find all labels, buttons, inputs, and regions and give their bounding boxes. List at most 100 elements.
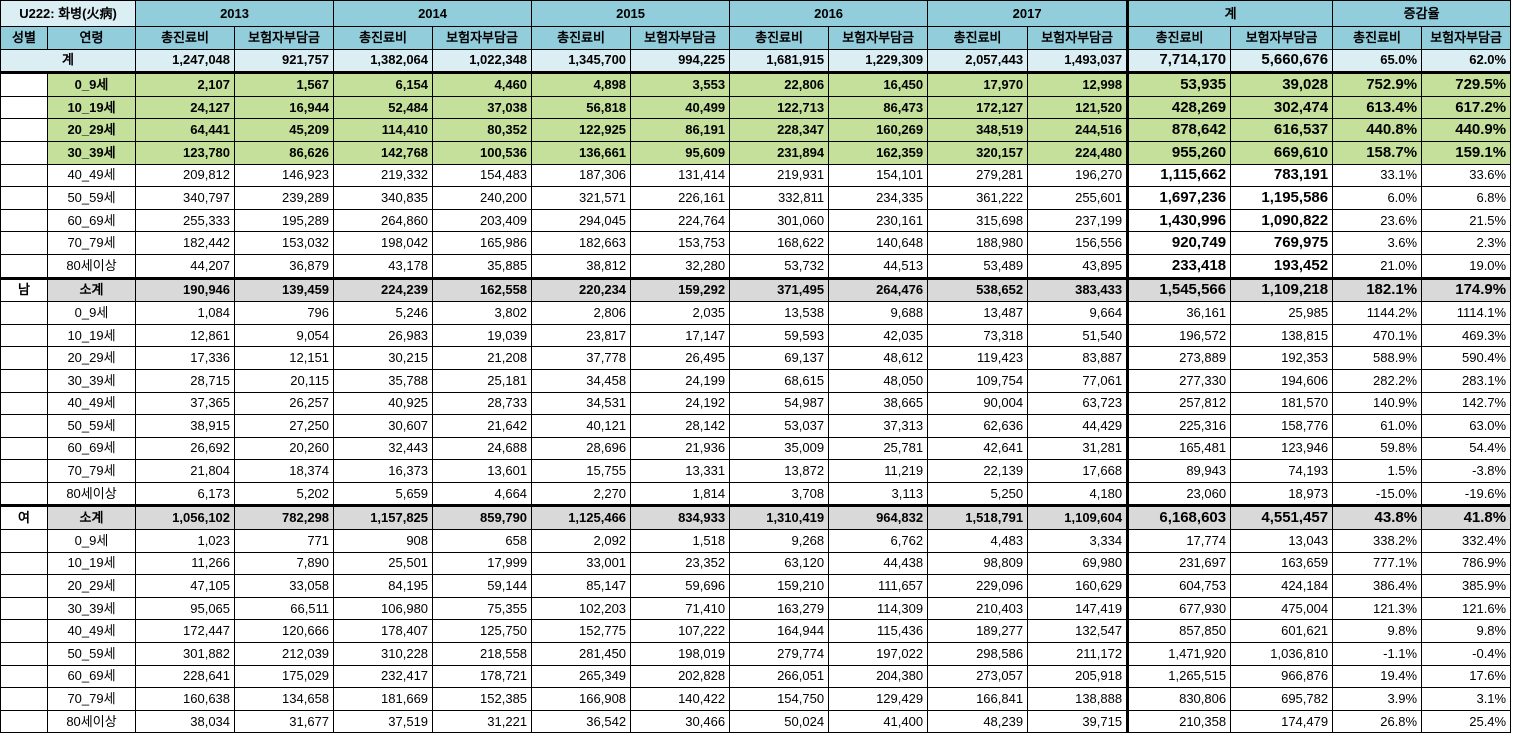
age-cell: 70_79세 xyxy=(46,459,137,483)
table-row: 10_19세 11,266 7,890 25,501 17,999 33,001 23,35… xyxy=(0,551,1512,576)
table-cell: 86,473 xyxy=(828,95,929,120)
table-cell: 224,764 xyxy=(630,208,731,233)
table-cell: 132,547 xyxy=(1027,619,1129,644)
table-cell: 3.9% xyxy=(1332,687,1423,711)
total-cost-header: 총진료비 xyxy=(333,26,434,50)
table-row: 40_49세 172,447 120,666 178,407 125,750 152,77… xyxy=(0,619,1512,644)
table-cell: 1,036,810 xyxy=(1230,642,1334,666)
table-cell: 440.9% xyxy=(1421,118,1512,142)
total-header: 계 xyxy=(1126,0,1334,27)
table-cell: 7,714,170 xyxy=(1126,48,1232,75)
table-row: 10_19세 24,127 16,944 52,484 37,038 56,818 40,4… xyxy=(0,95,1512,120)
table-cell: 140,422 xyxy=(630,687,731,711)
age-cell: 40_49세 xyxy=(46,619,137,644)
table-cell: 138,888 xyxy=(1027,687,1129,711)
table-cell: 42,035 xyxy=(828,323,929,348)
table-cell: 174,479 xyxy=(1230,709,1334,734)
table-cell: 31,221 xyxy=(432,709,533,734)
table-cell: 121.6% xyxy=(1421,596,1512,621)
table-cell: 2,107 xyxy=(135,72,236,97)
table-cell: 136,661 xyxy=(531,140,632,165)
table-cell: 11,219 xyxy=(828,459,929,483)
age-cell: 70_79세 xyxy=(46,231,137,255)
total-cost-header: 총진료비 xyxy=(1332,26,1423,50)
table-cell: 21,642 xyxy=(432,414,533,438)
table-cell: 111,657 xyxy=(828,574,929,598)
table-cell: 44,429 xyxy=(1027,414,1129,438)
sex-cell xyxy=(0,368,48,393)
table-cell: 106,980 xyxy=(333,596,434,621)
table-row: 0_9세 1,084 796 5,246 3,802 2,806 2,035 13,538 9,… xyxy=(0,301,1512,325)
table-cell: 19,039 xyxy=(432,323,533,348)
table-cell: 197,022 xyxy=(828,642,929,666)
table-cell: 36,879 xyxy=(234,253,335,279)
table-cell: 140.9% xyxy=(1332,391,1423,416)
table-cell: 165,481 xyxy=(1126,436,1232,461)
table-cell: 26,495 xyxy=(630,346,731,370)
table-cell: 33,001 xyxy=(531,551,632,576)
table-row: 50_59세 340,797 239,289 340,835 240,200 321,57… xyxy=(0,186,1512,210)
grand-total-row: 계 1,247,048 921,757 1,382,064 1,022,348 1,345… xyxy=(0,48,1512,75)
table-cell: 34,531 xyxy=(531,391,632,416)
table-cell: 277,330 xyxy=(1126,368,1232,393)
table-cell: 43,895 xyxy=(1027,253,1129,279)
table-cell: 15,755 xyxy=(531,459,632,483)
sex-cell xyxy=(0,163,48,188)
table-cell: 9,664 xyxy=(1027,301,1129,325)
table-cell: 162,359 xyxy=(828,140,929,165)
table-cell: 385.9% xyxy=(1421,574,1512,598)
table-cell: 294,045 xyxy=(531,208,632,233)
table-cell: 613.4% xyxy=(1332,95,1423,120)
table-cell: 48,050 xyxy=(828,368,929,393)
table-cell: 202,828 xyxy=(630,664,731,689)
table-cell: 2,057,443 xyxy=(927,48,1029,75)
table-cell: 37,519 xyxy=(333,709,434,734)
table-cell: 38,915 xyxy=(135,414,236,438)
table-cell: 121,520 xyxy=(1027,95,1129,120)
table-cell: 13,872 xyxy=(729,459,830,483)
table-cell: 30,466 xyxy=(630,709,731,734)
table-cell: 210,358 xyxy=(1126,709,1232,734)
table-cell: 1,697,236 xyxy=(1126,186,1232,210)
year-header-2016: 2016 xyxy=(729,0,929,27)
table-cell: 212,039 xyxy=(234,642,335,666)
change-rate-header: 증감율 xyxy=(1332,0,1512,27)
table-cell: 38,812 xyxy=(531,253,632,279)
table-cell: 102,203 xyxy=(531,596,632,621)
table-cell: 1,545,566 xyxy=(1126,276,1232,303)
table-cell: 1,109,218 xyxy=(1230,276,1334,303)
table-cell: 279,281 xyxy=(927,163,1029,188)
table-cell: 147,419 xyxy=(1027,596,1129,621)
table-cell: 264,860 xyxy=(333,208,434,233)
table-cell: 174.9% xyxy=(1421,276,1512,303)
age-cell: 30_39세 xyxy=(46,596,137,621)
table-cell: 24,127 xyxy=(135,95,236,120)
table-cell: 302,474 xyxy=(1230,95,1334,120)
sex-cell xyxy=(0,459,48,483)
table-row: 70_79세 182,442 153,032 198,042 165,986 182,66… xyxy=(0,231,1512,255)
sex-cell xyxy=(0,208,48,233)
table-cell: 830,806 xyxy=(1126,687,1232,711)
table-cell: 338.2% xyxy=(1332,529,1423,553)
table-cell: 154,483 xyxy=(432,163,533,188)
table-cell: 231,697 xyxy=(1126,551,1232,576)
table-row: 80세이상 44,207 36,879 43,178 35,885 38,812 32,28… xyxy=(0,253,1512,279)
table-cell: 26.8% xyxy=(1332,709,1423,734)
sex-cell xyxy=(0,619,48,644)
sex-cell xyxy=(0,481,48,507)
table-cell: 47,105 xyxy=(135,574,236,598)
table-cell: 24,199 xyxy=(630,368,731,393)
table-cell: 440.8% xyxy=(1332,118,1423,142)
table-cell: 114,309 xyxy=(828,596,929,621)
table-cell: 63,723 xyxy=(1027,391,1129,416)
table-cell: 470.1% xyxy=(1332,323,1423,348)
table-cell: 225,316 xyxy=(1126,414,1232,438)
table-row: 70_79세 160,638 134,658 181,669 152,385 166,90… xyxy=(0,687,1512,711)
age-cell: 40_49세 xyxy=(46,163,137,188)
table-cell: 601,621 xyxy=(1230,619,1334,644)
table-cell: 203,409 xyxy=(432,208,533,233)
table-cell: 24,192 xyxy=(630,391,731,416)
table-cell: 73,318 xyxy=(927,323,1029,348)
table-cell: 98,809 xyxy=(927,551,1029,576)
table-cell: 160,638 xyxy=(135,687,236,711)
